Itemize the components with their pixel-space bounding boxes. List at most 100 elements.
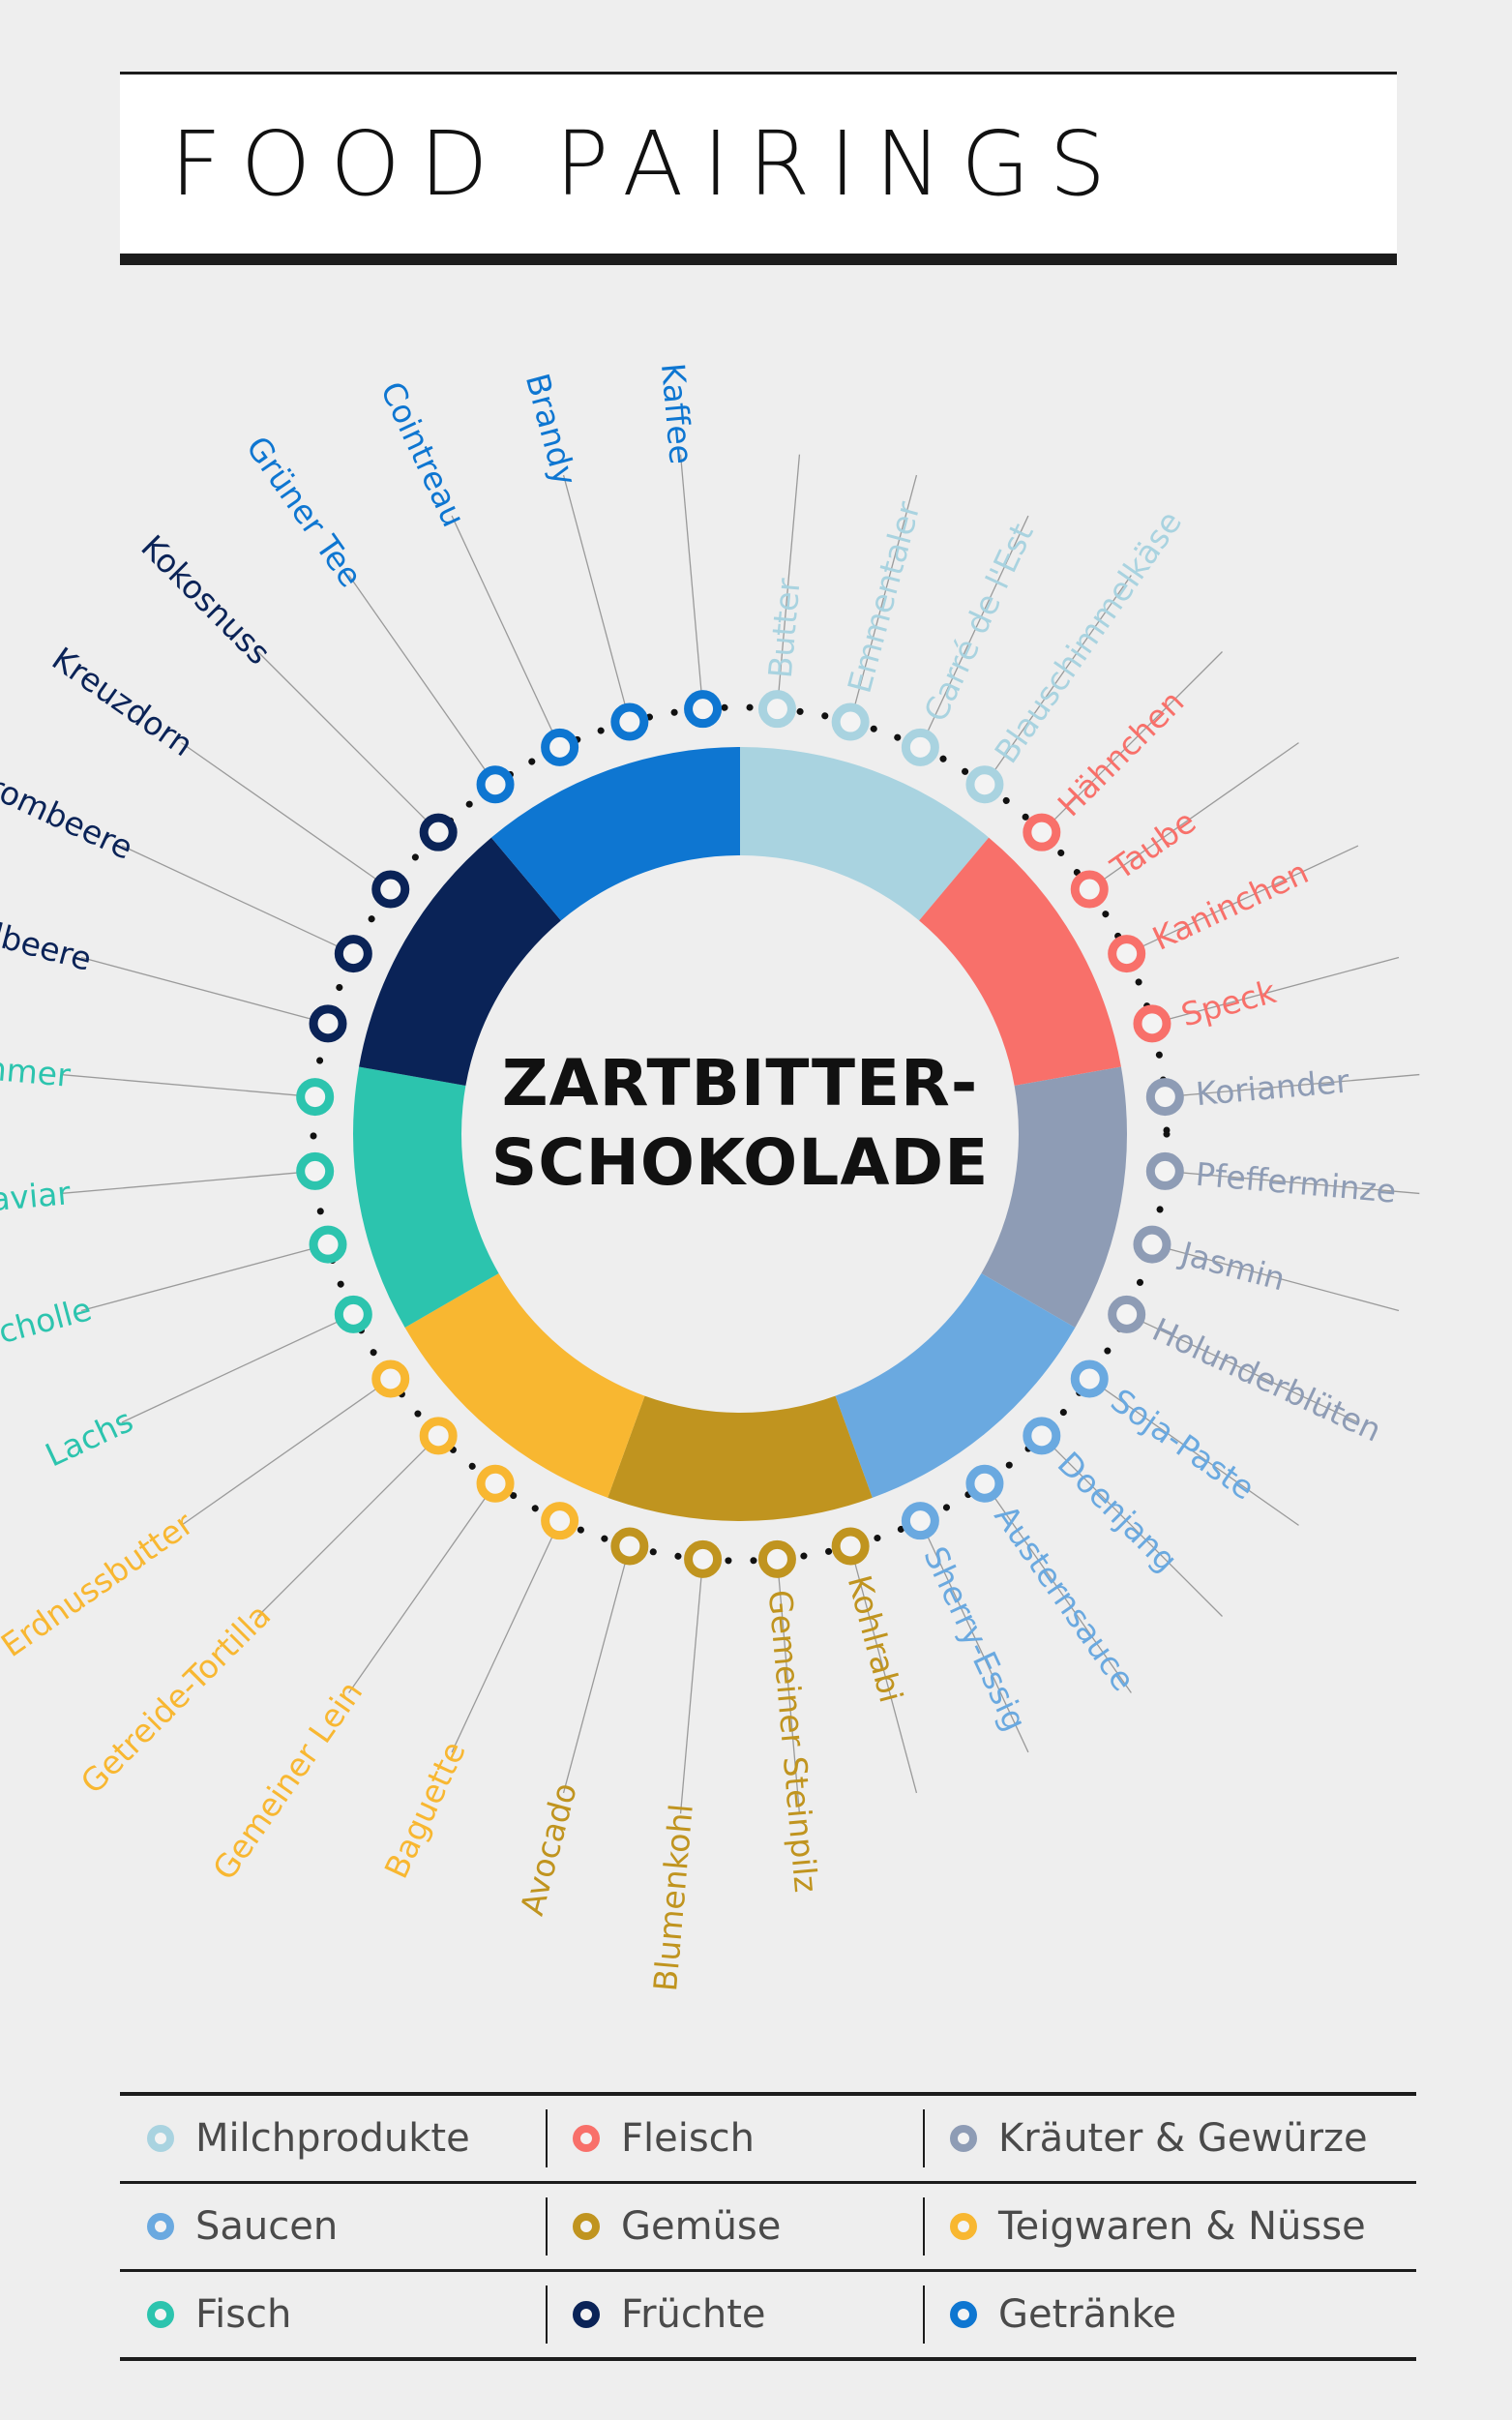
item-label: Scholle — [0, 1290, 96, 1356]
item-node-marker[interactable] — [419, 813, 458, 851]
item-label: Taube — [1103, 802, 1202, 887]
item-node-marker[interactable] — [831, 1527, 870, 1566]
item-node-marker[interactable] — [1108, 935, 1146, 973]
item-node-marker[interactable] — [419, 1417, 458, 1455]
item-node-marker[interactable] — [1133, 1225, 1171, 1264]
label-leader-line — [1171, 1073, 1420, 1097]
donut-segment[interactable] — [981, 1066, 1127, 1328]
title-banner: FOOD PAIRINGS — [120, 72, 1397, 265]
item-node-marker[interactable] — [757, 1539, 796, 1578]
label-leader-line — [121, 845, 349, 952]
label-leader-line — [80, 1245, 323, 1312]
label-leader-line — [451, 1525, 558, 1753]
item-node-marker[interactable] — [541, 728, 579, 766]
legend-item-milchprodukte[interactable]: Milchprodukte — [120, 2096, 546, 2181]
legend-item-getraenke[interactable]: Getränke — [923, 2272, 1416, 2357]
item-node-marker[interactable] — [1023, 813, 1061, 851]
item-node-marker[interactable] — [309, 1225, 347, 1264]
label-leader-line — [181, 742, 387, 887]
item-node-marker[interactable] — [610, 1527, 649, 1566]
item-label: Erdnussbutter — [0, 1504, 200, 1664]
label-leader-line — [1131, 845, 1359, 952]
item-node-marker[interactable] — [1108, 1295, 1146, 1333]
label-leader-line — [987, 575, 1132, 781]
item-label: Koriander — [1195, 1061, 1351, 1113]
legend-item-fruechte[interactable]: Früchte — [546, 2272, 923, 2357]
donut-segment[interactable] — [835, 1273, 1076, 1498]
label-leader-line — [679, 1565, 703, 1814]
item-label: Kaffee — [654, 362, 700, 466]
legend-item-kraeuter[interactable]: Kräuter & Gewürze — [923, 2096, 1416, 2181]
item-node-marker[interactable] — [1145, 1078, 1184, 1117]
item-node-marker[interactable] — [334, 935, 372, 973]
donut-segment[interactable] — [353, 1066, 499, 1328]
item-node-marker[interactable] — [371, 1359, 410, 1398]
legend-item-fisch[interactable]: Fisch — [120, 2272, 546, 2357]
item-node-marker[interactable] — [309, 1004, 347, 1043]
donut-segment[interactable] — [740, 747, 990, 921]
item-node-marker[interactable] — [965, 1464, 1004, 1503]
item-node-marker[interactable] — [1023, 1417, 1061, 1455]
legend-swatch-icon — [573, 2301, 600, 2328]
label-leader-line — [1045, 651, 1223, 829]
item-node-marker[interactable] — [1070, 870, 1109, 909]
legend-swatch-icon — [147, 2301, 174, 2328]
item-node-marker[interactable] — [831, 702, 870, 741]
item-node-marker[interactable] — [757, 690, 796, 729]
item-label: Kaninchen — [1146, 853, 1314, 958]
item-node-marker[interactable] — [296, 1078, 335, 1117]
item-label: Kreuzdorn — [45, 640, 200, 763]
item-node-marker[interactable] — [965, 765, 1004, 804]
legend-swatch-icon — [950, 2301, 977, 2328]
item-nodes-layer — [296, 690, 1184, 1578]
legend-item-fleisch[interactable]: Fleisch — [546, 2096, 923, 2181]
item-node-marker[interactable] — [684, 690, 723, 729]
item-node-marker[interactable] — [610, 702, 649, 741]
item-node-marker[interactable] — [476, 765, 515, 804]
legend-item-gemuese[interactable]: Gemüse — [546, 2184, 923, 2269]
legend-label: Gemüse — [621, 2204, 782, 2249]
donut-segment[interactable] — [359, 837, 561, 1086]
legend-row: Fisch Früchte Getränke — [120, 2272, 1416, 2357]
label-leader-line — [181, 1381, 387, 1526]
legend-row: Saucen Gemüse Teigwaren & Nüsse — [120, 2184, 1416, 2272]
legend-label: Früchte — [621, 2292, 766, 2337]
item-label: Carré de l'Est — [916, 518, 1041, 728]
page-title: FOOD PAIRINGS — [170, 112, 1126, 216]
label-leader-line — [257, 651, 435, 829]
item-node-marker[interactable] — [476, 1464, 515, 1503]
item-node-marker[interactable] — [541, 1502, 579, 1540]
label-leader-line — [1093, 742, 1299, 887]
label-leader-line — [1045, 1439, 1223, 1617]
item-node-marker[interactable] — [901, 728, 939, 766]
item-label: Jasmin — [1175, 1234, 1290, 1299]
donut-segment[interactable] — [919, 837, 1121, 1086]
item-node-marker[interactable] — [1133, 1004, 1171, 1043]
item-label: Brandy — [519, 370, 584, 490]
donut-segment[interactable] — [490, 747, 740, 921]
item-node-marker[interactable] — [371, 870, 410, 909]
label-leader-line — [679, 454, 703, 703]
item-label: Erdbeere — [0, 905, 96, 978]
label-leader-line — [922, 1525, 1029, 1753]
donut-segment[interactable] — [608, 1395, 873, 1521]
legend-item-saucen[interactable]: Saucen — [120, 2184, 546, 2269]
item-node-marker[interactable] — [901, 1502, 939, 1540]
item-label: Kohlrabi — [841, 1571, 910, 1707]
item-node-marker[interactable] — [1145, 1151, 1184, 1190]
label-leader-line — [60, 1073, 310, 1097]
item-node-marker[interactable] — [1070, 1359, 1109, 1398]
label-leader-line — [1157, 1245, 1400, 1312]
item-node-marker[interactable] — [684, 1539, 723, 1578]
item-label: Avocado — [513, 1778, 584, 1919]
item-label: Grüner Tee — [239, 430, 370, 594]
item-node-marker[interactable] — [296, 1151, 335, 1190]
item-label: Speck — [1177, 972, 1281, 1034]
legend-item-teigwaren[interactable]: Teigwaren & Nüsse — [923, 2184, 1416, 2269]
center-label-line1: ZARTBITTER- — [502, 1046, 979, 1120]
donut-segment[interactable] — [404, 1273, 645, 1498]
label-leader-line — [562, 474, 629, 717]
item-label: Kaviar — [0, 1174, 73, 1220]
item-node-marker[interactable] — [334, 1295, 372, 1333]
label-leader-line — [1157, 956, 1400, 1023]
